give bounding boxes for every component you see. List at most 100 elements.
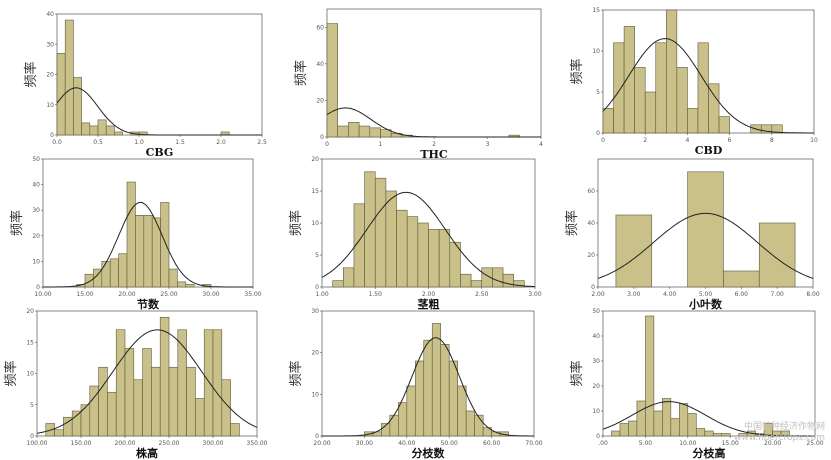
- histogram-bar: [449, 241, 461, 288]
- histogram-bar: [151, 366, 161, 437]
- x-tick-label: 300.00: [203, 440, 224, 447]
- histogram-9: .00 5.00 10.00 15.00 20.00 25.00 0 10 20 30 40 50 频率…: [569, 308, 824, 460]
- plot-frame: [56, 13, 263, 136]
- histogram-bar: [396, 209, 408, 288]
- histogram-bar: [369, 127, 381, 138]
- x-tick-label: 1.0: [134, 139, 144, 146]
- y-tick-label: 40: [32, 182, 40, 189]
- histogram-bar: [636, 400, 646, 437]
- y-tick-label: 10: [32, 258, 40, 265]
- histogram-bar: [71, 410, 82, 437]
- y-tick-label: 10: [311, 220, 319, 227]
- x-tick-label: 1: [379, 141, 383, 148]
- y-tick-label: 40: [587, 220, 595, 227]
- x-tick-label: 25.00: [806, 440, 823, 447]
- normal-curve: [326, 107, 541, 138]
- x-tick-label: 5.00: [699, 291, 713, 298]
- y-tick-label: 60: [316, 24, 324, 31]
- x-axis-label: 分枝数: [412, 446, 446, 460]
- histogram-bar: [457, 385, 467, 437]
- x-tick-label: 0.0: [52, 139, 62, 146]
- histogram-bar: [212, 329, 223, 437]
- histogram-bar: [89, 125, 99, 136]
- histogram-bar: [126, 181, 136, 288]
- histogram-bar: [230, 423, 240, 437]
- histogram-bar: [398, 402, 408, 437]
- histogram-bar: [655, 42, 667, 134]
- histogram-bar: [474, 414, 484, 437]
- x-tick-label: 250.00: [159, 440, 180, 447]
- normal-curve: [56, 87, 262, 136]
- histogram-bar: [423, 339, 433, 437]
- x-tick-label: 3.00: [528, 291, 542, 298]
- histogram-bar: [364, 171, 376, 288]
- y-tick-label: 20: [311, 350, 319, 357]
- histogram-bar: [81, 122, 91, 136]
- histogram-bar: [221, 379, 231, 437]
- x-tick-label: 7.00: [770, 291, 784, 298]
- y-tick-label: 0: [596, 130, 600, 137]
- histogram-bar: [676, 67, 688, 134]
- x-axis-label: 小叶数: [688, 297, 723, 311]
- x-tick-label: 2: [432, 141, 436, 148]
- histogram-bar: [665, 9, 678, 134]
- histogram-bar: [160, 202, 170, 288]
- histogram-bar: [697, 42, 709, 134]
- histogram-1: 0.0 0.5 1.0 1.5 2.0 2.5 0 10 20 30 40 频率 CBG: [23, 11, 267, 159]
- histogram-bar: [326, 23, 338, 138]
- histogram-bar: [695, 428, 706, 437]
- y-tick-label: 30: [32, 207, 40, 214]
- x-tick-label: 40.00: [398, 440, 415, 447]
- histogram-bar: [385, 190, 397, 288]
- y-axis-label: 频率: [9, 210, 25, 236]
- histogram-bar: [513, 280, 525, 288]
- histogram-4: 10.00 15.00 20.00 25.00 30.00 35.00 0 10 20 30 40 5…: [9, 156, 262, 311]
- x-tick-label: 150.00: [71, 440, 92, 447]
- x-tick-label: 35.00: [244, 291, 261, 298]
- y-tick-label: 50: [32, 156, 40, 163]
- histogram-bar: [118, 253, 128, 288]
- y-axis-label: 频率: [293, 60, 309, 86]
- histogram-3: 0 2 4 6 8 10 0 5 10 15 频率 CBD: [569, 7, 818, 157]
- histogram-bar: [704, 430, 714, 437]
- x-tick-label: 30.00: [202, 291, 219, 298]
- x-tick-label: 15.00: [76, 291, 93, 298]
- x-tick-label: 2.0: [216, 139, 226, 146]
- histogram-bar: [723, 270, 760, 288]
- y-axis-label: 频率: [3, 360, 19, 386]
- y-tick-label: 0: [591, 284, 595, 291]
- y-tick-label: 20: [46, 72, 54, 79]
- histogram-bar: [195, 398, 205, 437]
- histogram-bar: [653, 410, 663, 437]
- x-axis-label: 株高: [136, 446, 158, 460]
- x-tick-label: 20.00: [118, 291, 135, 298]
- normal-curve: [322, 337, 534, 437]
- x-tick-label: 60.00: [483, 440, 500, 447]
- x-axis-label: THC: [420, 148, 448, 161]
- histogram-bar: [613, 42, 625, 134]
- y-tick-label: 15: [26, 339, 34, 346]
- x-tick-label: .00: [598, 440, 608, 447]
- histogram-bar: [502, 273, 514, 288]
- x-axis-label: CBG: [146, 146, 174, 159]
- y-axis-label: 频率: [23, 61, 39, 87]
- x-tick-label: 5.00: [639, 440, 653, 447]
- histogram-bar: [107, 391, 117, 437]
- histogram-bar: [708, 83, 720, 134]
- y-tick-label: 0: [320, 134, 324, 141]
- y-tick-label: 60: [587, 188, 595, 195]
- y-tick-label: 30: [592, 358, 600, 365]
- histogram-bar: [342, 267, 355, 288]
- histogram-bar: [177, 281, 187, 288]
- x-tick-label: 8.00: [806, 291, 820, 298]
- x-tick-label: 3: [486, 141, 490, 148]
- histogram-bar: [143, 215, 153, 288]
- x-tick-label: 0: [325, 141, 329, 148]
- x-tick-label: 70.00: [525, 440, 542, 447]
- x-tick-label: 350.00: [247, 440, 268, 447]
- normal-curve: [36, 329, 258, 434]
- histogram-bar: [712, 433, 723, 437]
- x-tick-label: 2: [643, 137, 647, 144]
